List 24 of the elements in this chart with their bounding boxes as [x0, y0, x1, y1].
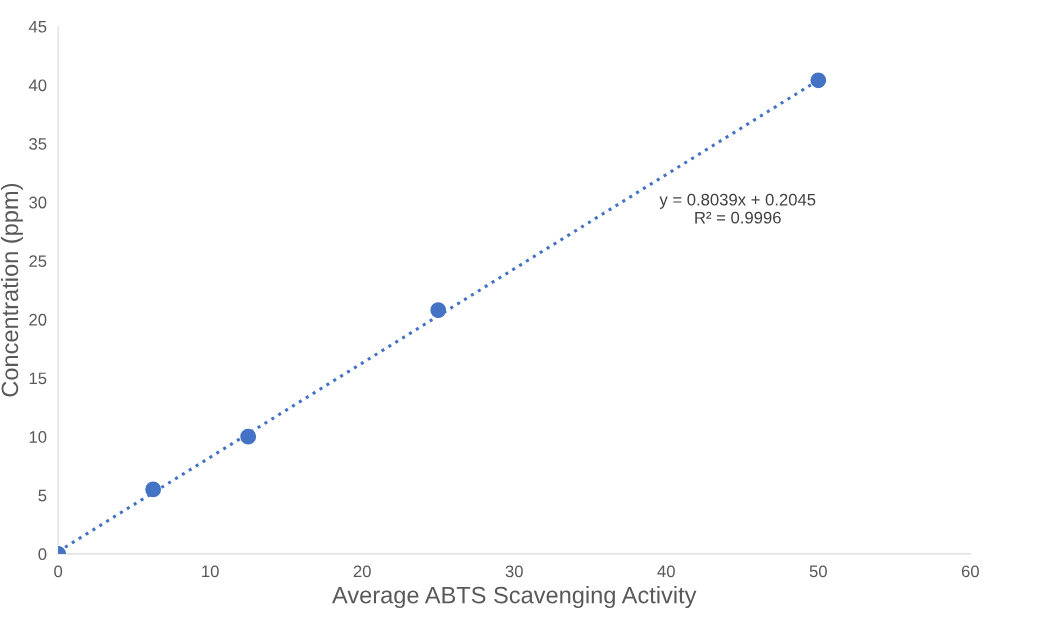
y-tick-label: 5	[38, 489, 47, 502]
x-axis-title: Average ABTS Scavenging Activity	[332, 586, 697, 609]
y-tick-label: 30	[29, 196, 47, 209]
y-tick-label: 20	[29, 313, 47, 326]
x-tick-label: 30	[505, 565, 523, 578]
y-tick-label: 0	[38, 548, 47, 561]
y-tick-label: 40	[28, 79, 47, 92]
x-tick-label: 10	[202, 565, 219, 578]
y-tick-label: 10	[29, 431, 47, 443]
y-tick-label: 25	[29, 255, 47, 268]
point	[145, 481, 162, 498]
x-tick-label: 60	[961, 565, 979, 578]
y-axis-title: Concentration (ppm)	[0, 183, 23, 397]
point	[240, 428, 257, 445]
point	[430, 302, 447, 318]
annotation: y = 0.8039x + 0.2045 R² = 0.9996	[659, 193, 816, 224]
x-tick-label: 40	[657, 565, 675, 578]
y-tick-label: 35	[29, 138, 47, 150]
y-tick-label: 15	[29, 372, 47, 385]
y-tick-label: 45	[28, 20, 47, 33]
point	[810, 72, 827, 89]
x-tick-label: 20	[353, 565, 371, 578]
x-tick-label: 50	[809, 565, 827, 578]
x-tick-label: 0	[54, 565, 63, 578]
